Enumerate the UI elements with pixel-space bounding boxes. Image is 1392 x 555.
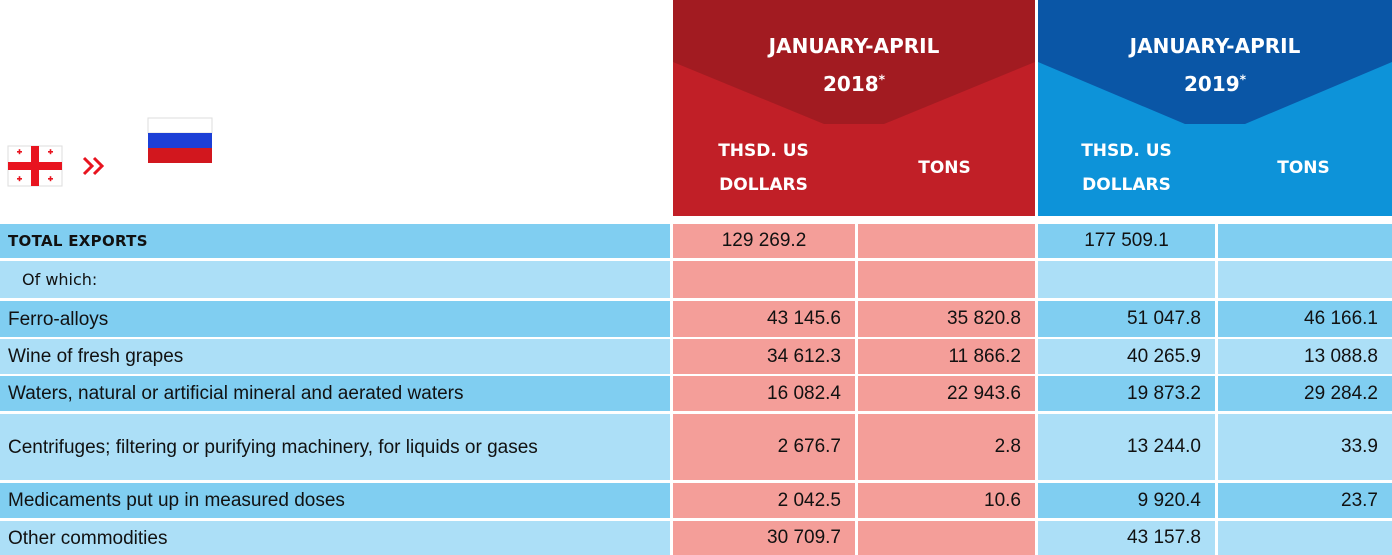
- period-title: JANUARY-APRIL: [1129, 34, 1301, 58]
- value-cell: 43 145.6: [673, 301, 855, 337]
- column-header: TONS: [854, 136, 1035, 200]
- column-title: TONS: [918, 158, 971, 178]
- value-cell: 33.9: [1218, 414, 1392, 480]
- value-cell: 22 943.6: [858, 376, 1035, 411]
- value-cell: [858, 261, 1035, 298]
- value-cell: [1038, 261, 1215, 298]
- value-cell: 40 265.9: [1038, 339, 1215, 374]
- year: 2018: [823, 72, 879, 96]
- row-label: TOTAL EXPORTS: [0, 224, 670, 258]
- value-cell: 29 284.2: [1218, 376, 1392, 411]
- arrow-icon: [82, 156, 105, 176]
- value-cell: [1218, 521, 1392, 555]
- header-2018-chevron: [673, 0, 1035, 124]
- value-cell: 2 042.5: [673, 483, 855, 518]
- header-graphics: [7, 0, 1392, 216]
- row-label: Of which:: [0, 261, 670, 298]
- value-cell: 34 612.3: [673, 339, 855, 374]
- footnote-mark: *: [878, 72, 885, 87]
- value-cell: 30 709.7: [673, 521, 855, 555]
- value-cell: 35 820.8: [858, 301, 1035, 337]
- value-cell: 23.7: [1218, 483, 1392, 518]
- column-header: TONS: [1215, 136, 1392, 200]
- value-cell: 13 244.0: [1038, 414, 1215, 480]
- value-cell: [858, 521, 1035, 555]
- russia-flag: [147, 117, 213, 163]
- georgia-flag: [7, 145, 63, 187]
- value-cell: 43 157.8: [1038, 521, 1215, 555]
- value-cell: 46 166.1: [1218, 301, 1392, 337]
- row-label: Waters, natural or artificial mineral an…: [0, 376, 670, 411]
- value-cell: [858, 224, 1035, 258]
- value-cell: 10.6: [858, 483, 1035, 518]
- header-2019-chevron: [1038, 0, 1392, 124]
- period-year: 2018*: [673, 72, 1035, 96]
- value-cell: 2.8: [858, 414, 1035, 480]
- column-header: THSD. US DOLLARS: [673, 136, 854, 200]
- value-cell: 2 676.7: [673, 414, 855, 480]
- column-title: THSD. US DOLLARS: [1081, 141, 1172, 195]
- period-year: 2019*: [1038, 72, 1392, 96]
- value-cell: 177 509.1: [1038, 224, 1215, 258]
- value-cell: 13 088.8: [1218, 339, 1392, 374]
- row-label: Medicaments put up in measured doses: [0, 483, 670, 518]
- year: 2019: [1184, 72, 1240, 96]
- row-label: Other commodities: [0, 521, 670, 555]
- column-header: THSD. US DOLLARS: [1038, 136, 1215, 200]
- value-cell: [1218, 224, 1392, 258]
- value-cell: 9 920.4: [1038, 483, 1215, 518]
- value-cell: [673, 261, 855, 298]
- value-cell: 51 047.8: [1038, 301, 1215, 337]
- footnote-mark: *: [1239, 72, 1246, 87]
- row-label: Centrifuges; filtering or purifying mach…: [0, 414, 670, 480]
- value-cell: 19 873.2: [1038, 376, 1215, 411]
- value-cell: [1218, 261, 1392, 298]
- row-label: Wine of fresh grapes: [0, 339, 670, 374]
- value-cell: 11 866.2: [858, 339, 1035, 374]
- value-cell: 16 082.4: [673, 376, 855, 411]
- column-title: THSD. US DOLLARS: [718, 141, 809, 195]
- column-title: TONS: [1277, 158, 1330, 178]
- period-title: JANUARY-APRIL: [768, 34, 940, 58]
- row-label: Ferro-alloys: [0, 301, 670, 337]
- value-cell: 129 269.2: [673, 224, 855, 258]
